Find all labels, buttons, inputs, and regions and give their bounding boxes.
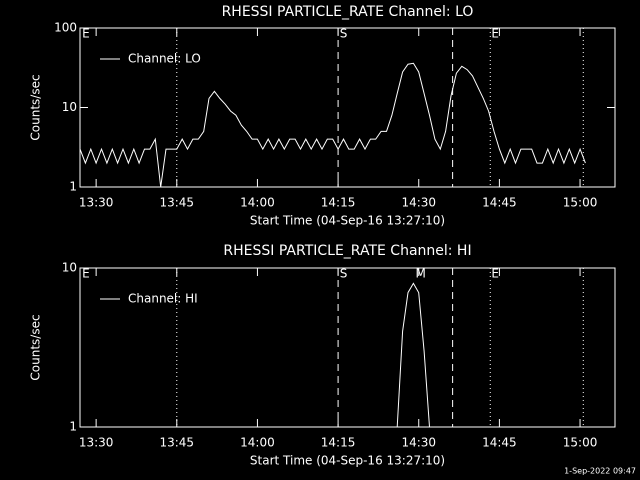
- x-tick-label: 13:45: [159, 436, 194, 450]
- plot-frame: [79, 267, 616, 428]
- y-tick-label: 10: [62, 100, 77, 114]
- event-label: E: [82, 267, 90, 281]
- data-line: [396, 282, 430, 427]
- x-axis-label: Start Time (04-Sep-16 13:27:10): [250, 454, 445, 468]
- event-label: E: [491, 27, 499, 41]
- legend-label: Channel: HI: [128, 292, 198, 306]
- chart-title: RHESSI PARTICLE_RATE Channel: LO: [222, 4, 474, 20]
- x-tick-label: 14:00: [240, 436, 275, 450]
- y-tick-label: 1: [69, 420, 77, 434]
- x-tick-label: 13:45: [159, 196, 194, 210]
- y-tick-label: 10: [62, 261, 77, 275]
- x-tick-label: 13:30: [79, 436, 114, 450]
- chart-title: RHESSI PARTICLE_RATE Channel: HI: [223, 243, 471, 259]
- x-tick-label: 15:00: [563, 436, 598, 450]
- x-tick-label: 13:30: [79, 196, 114, 210]
- x-axis-label: Start Time (04-Sep-16 13:27:10): [250, 214, 445, 228]
- event-label: S: [340, 267, 348, 281]
- x-tick-label: 14:15: [321, 436, 356, 450]
- y-axis-label: Counts/sec: [29, 314, 43, 380]
- x-tick-label: 14:45: [482, 196, 517, 210]
- x-tick-label: 14:15: [321, 196, 356, 210]
- event-label: E: [491, 267, 499, 281]
- x-tick-label: 14:45: [482, 436, 517, 450]
- y-tick-label: 1: [69, 180, 77, 194]
- x-tick-label: 15:00: [563, 196, 598, 210]
- event-label: S: [340, 27, 348, 41]
- legend-label: Channel: LO: [128, 52, 201, 66]
- footer-timestamp: 1-Sep-2022 09:47: [564, 467, 636, 476]
- x-tick-label: 14:00: [240, 196, 275, 210]
- event-label: E: [82, 27, 90, 41]
- x-tick-label: 14:30: [401, 196, 436, 210]
- y-axis-label: Counts/sec: [29, 74, 43, 140]
- x-tick-label: 14:30: [401, 436, 436, 450]
- y-tick-label: 100: [54, 21, 77, 35]
- event-label: M: [416, 267, 426, 281]
- data-line: [80, 62, 586, 187]
